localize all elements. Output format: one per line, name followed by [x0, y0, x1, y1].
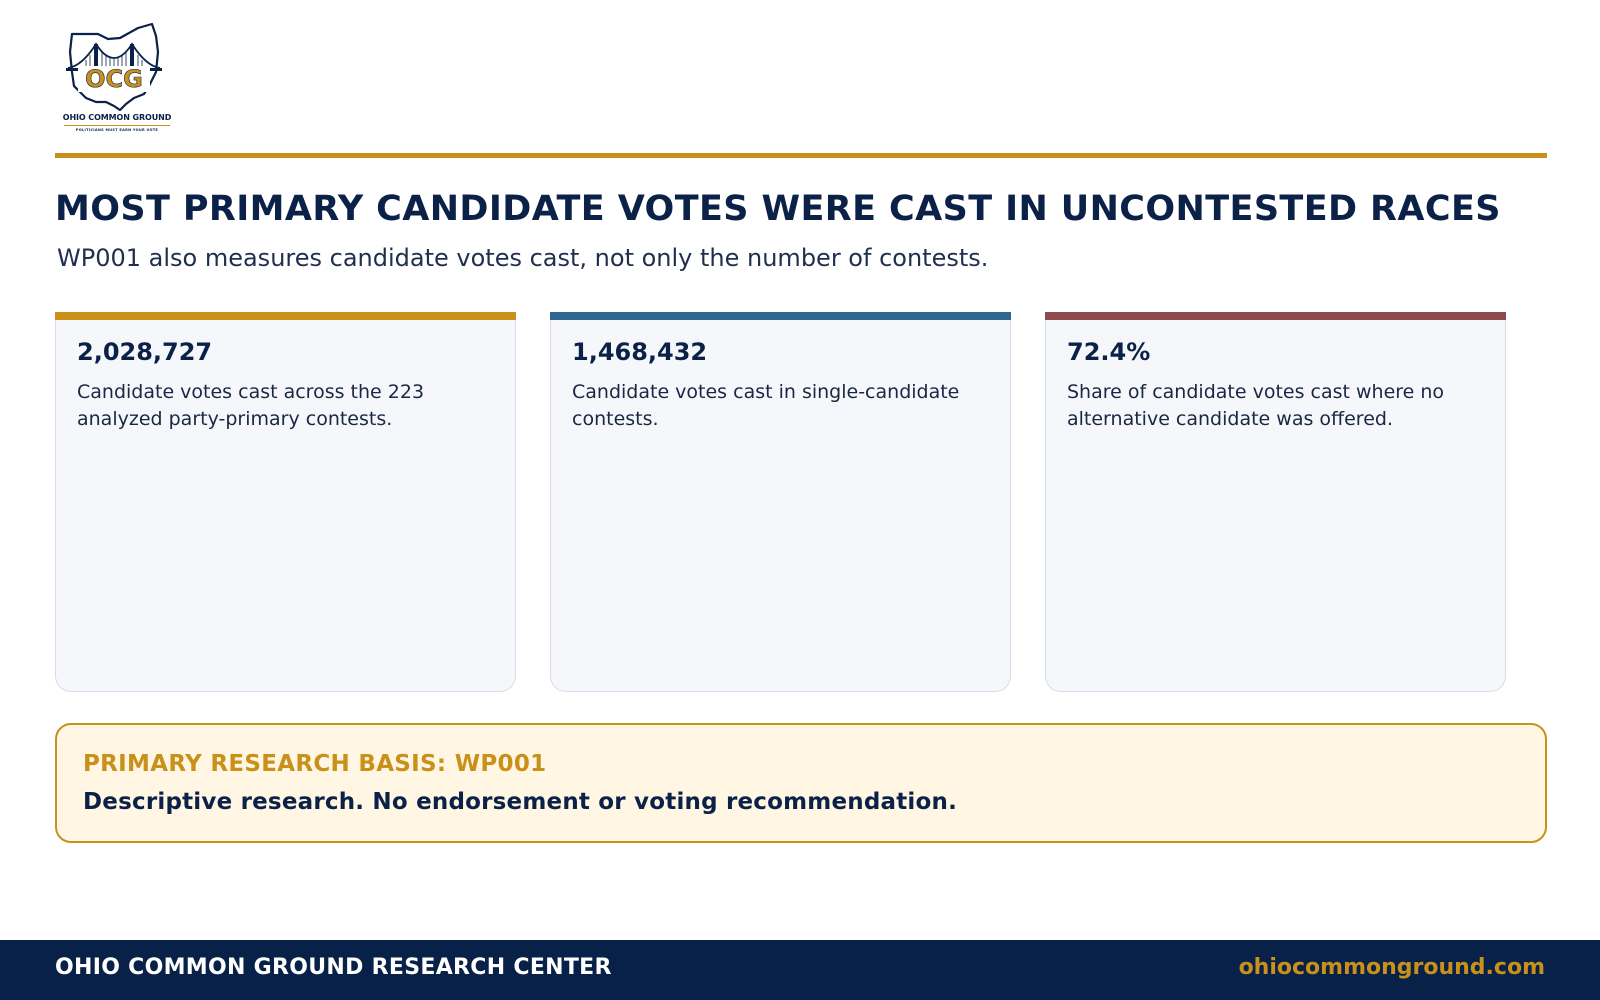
- stat-description: Share of candidate votes cast where no a…: [1067, 381, 1445, 430]
- stat-card-single-candidate-votes: 1,468,432 Candidate votes cast in single…: [550, 312, 1011, 692]
- stat-description: Candidate votes cast across the 223 anal…: [77, 381, 425, 430]
- page-subtitle: WP001 also measures candidate votes cast…: [57, 244, 989, 272]
- stat-value: 2,028,727: [77, 338, 213, 366]
- footer: OHIO COMMON GROUND RESEARCH CENTER ohioc…: [0, 940, 1600, 1000]
- page-title: MOST PRIMARY CANDIDATE VOTES WERE CAST I…: [55, 189, 1501, 229]
- ohio-common-ground-logo: OCG OHIO COMMON GROUND POLITICIANS MUST …: [60, 22, 174, 138]
- svg-text:OCG: OCG: [85, 65, 143, 93]
- footer-organization-name: OHIO COMMON GROUND RESEARCH CENTER: [55, 955, 612, 980]
- stat-value: 72.4%: [1067, 338, 1151, 366]
- logo-divider: [64, 125, 170, 126]
- research-basis-disclaimer: Descriptive research. No endorsement or …: [83, 789, 958, 815]
- stat-description: Candidate votes cast in single-candidate…: [572, 381, 960, 430]
- card-accent-bar: [55, 312, 516, 320]
- card-accent-bar: [1045, 312, 1506, 320]
- card-accent-bar: [550, 312, 1011, 320]
- stat-card-total-votes: 2,028,727 Candidate votes cast across th…: [55, 312, 516, 692]
- ohio-bridge-emblem-icon: OCG: [66, 22, 162, 112]
- header-divider: [55, 153, 1547, 158]
- research-basis-label: PRIMARY RESEARCH BASIS: WP001: [83, 751, 547, 777]
- stat-card-uncontested-share: 72.4% Share of candidate votes cast wher…: [1045, 312, 1506, 692]
- stat-value: 1,468,432: [572, 338, 708, 366]
- logo-tagline: POLITICIANS MUST EARN YOUR VOTE: [75, 128, 159, 132]
- logo-name: OHIO COMMON GROUND: [62, 113, 172, 122]
- research-basis-callout: PRIMARY RESEARCH BASIS: WP001 Descriptiv…: [55, 723, 1547, 843]
- footer-website-link[interactable]: ohiocommonground.com: [1238, 955, 1545, 980]
